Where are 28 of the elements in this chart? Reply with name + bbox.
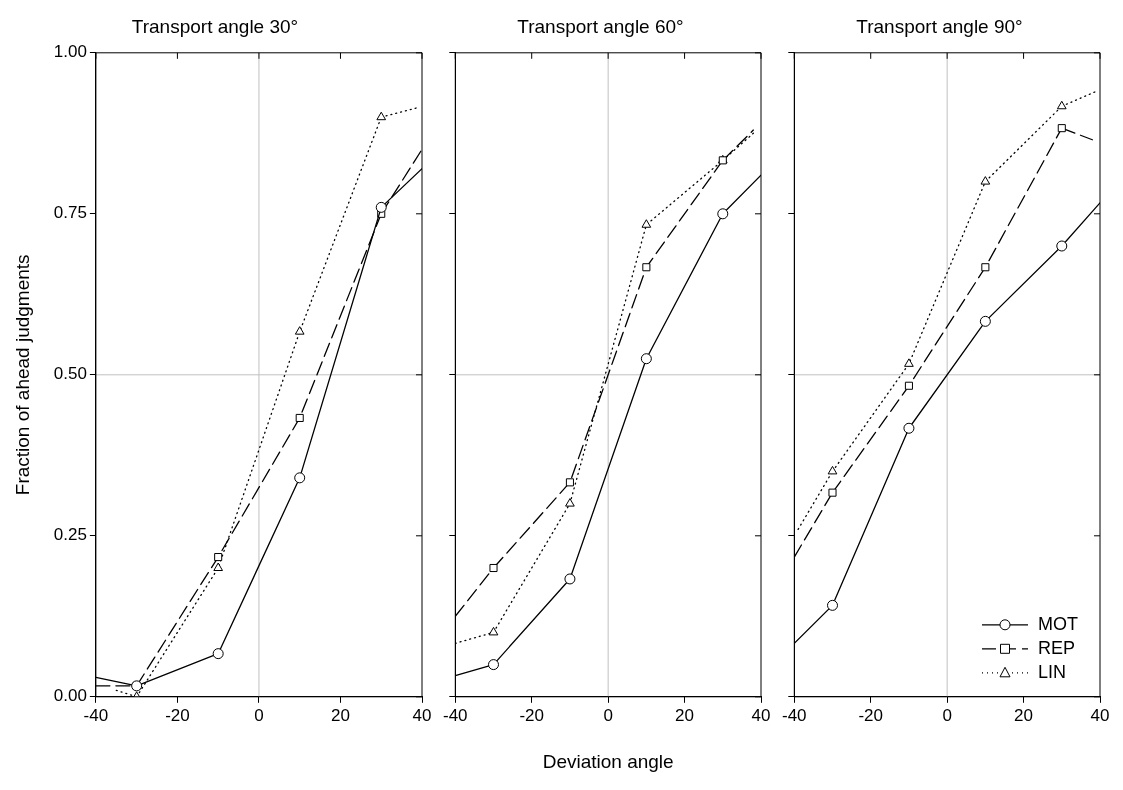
x-tick-label: -20: [165, 705, 190, 725]
x-tick-label: 40: [1090, 705, 1110, 725]
x-tick-label: -40: [443, 705, 468, 725]
x-axis-title: Deviation angle: [542, 750, 674, 772]
legend-label: REP: [1038, 637, 1076, 658]
y-tick-label: 0.00: [53, 686, 87, 706]
x-tick-label: 40: [751, 705, 771, 725]
legend-label: MOT: [1038, 613, 1078, 634]
y-tick-label: 0.50: [53, 364, 87, 384]
x-tick-label: -40: [83, 705, 109, 725]
y-tick-label: 1.00: [53, 42, 87, 62]
y-tick-label: 0.25: [53, 525, 87, 545]
chart-title: Transport angle 30°: [131, 15, 299, 37]
chart-title: Transport angle 90°: [856, 15, 1023, 37]
legend-label: LIN: [1038, 661, 1067, 682]
x-tick-label: -20: [858, 705, 883, 725]
x-tick-label: 20: [675, 705, 695, 725]
x-tick-label: 20: [331, 705, 350, 725]
x-tick-label: 0: [254, 705, 264, 725]
x-tick-label: -40: [782, 705, 807, 725]
x-tick-label: -20: [519, 705, 544, 725]
x-tick-label: 20: [1014, 705, 1034, 725]
chart-title: Transport angle 60°: [517, 15, 684, 37]
y-axis-title: Fraction of ahead judgments: [11, 254, 33, 496]
y-tick-label: 0.75: [53, 203, 87, 223]
x-tick-label: 0: [942, 705, 952, 725]
x-tick-label: 0: [603, 705, 613, 725]
x-tick-label: 40: [412, 705, 432, 725]
